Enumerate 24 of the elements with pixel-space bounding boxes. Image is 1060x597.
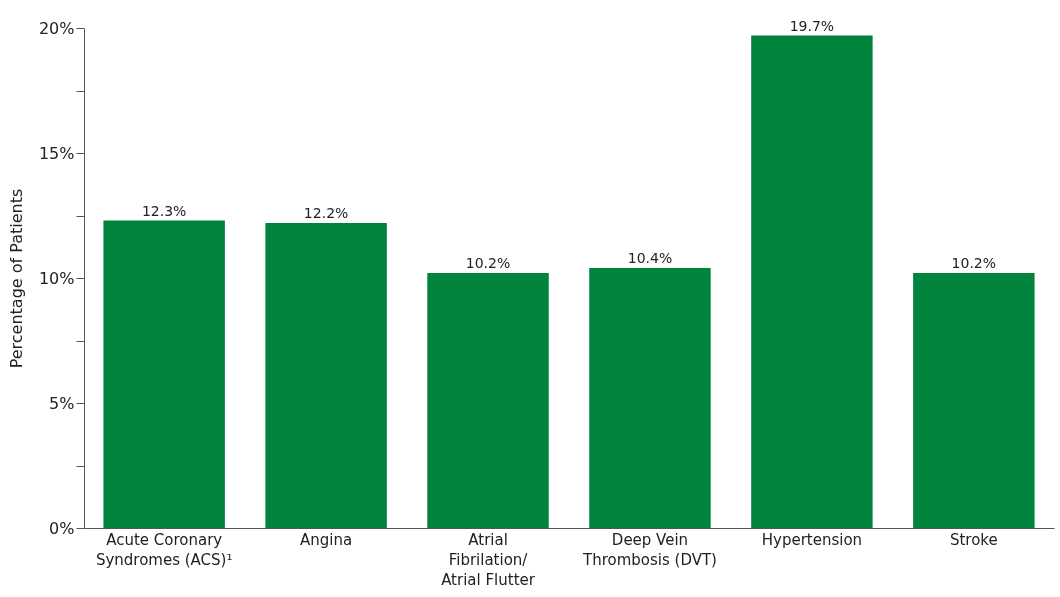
x-tick-label: Stroke	[949, 530, 998, 549]
y-tick-label: 15%	[38, 143, 75, 163]
data-label: 10.2%	[951, 255, 997, 271]
y-tick-label: 20%	[38, 18, 75, 38]
bar	[913, 273, 1035, 528]
data-label: 12.3%	[141, 202, 187, 219]
y-axis-title: Percentage of Patients	[6, 188, 26, 369]
data-label: 10.2%	[465, 255, 511, 271]
x-tick-label: Acute Coronary Syndromes (ACS)¹	[95, 530, 233, 569]
bar	[265, 223, 387, 528]
bar	[589, 268, 711, 528]
x-tick-label: Angina	[300, 530, 353, 549]
bar	[751, 35, 873, 528]
data-label: 10.4%	[627, 250, 673, 266]
bar	[427, 273, 549, 528]
data-label: 12.2%	[303, 205, 349, 221]
y-tick-label: 0%	[49, 518, 75, 538]
x-tick-label: Hypertension	[761, 530, 863, 549]
x-tick-label: Atrial Fibrilation/ Atrial Flutter	[441, 530, 536, 589]
y-tick-label: 5%	[49, 393, 75, 413]
y-tick-label: 10%	[38, 268, 75, 288]
data-label: 19.7%	[789, 17, 835, 34]
x-tick-label: Deep Vein Thrombosis (DVT)	[581, 530, 717, 569]
bar	[103, 220, 225, 528]
